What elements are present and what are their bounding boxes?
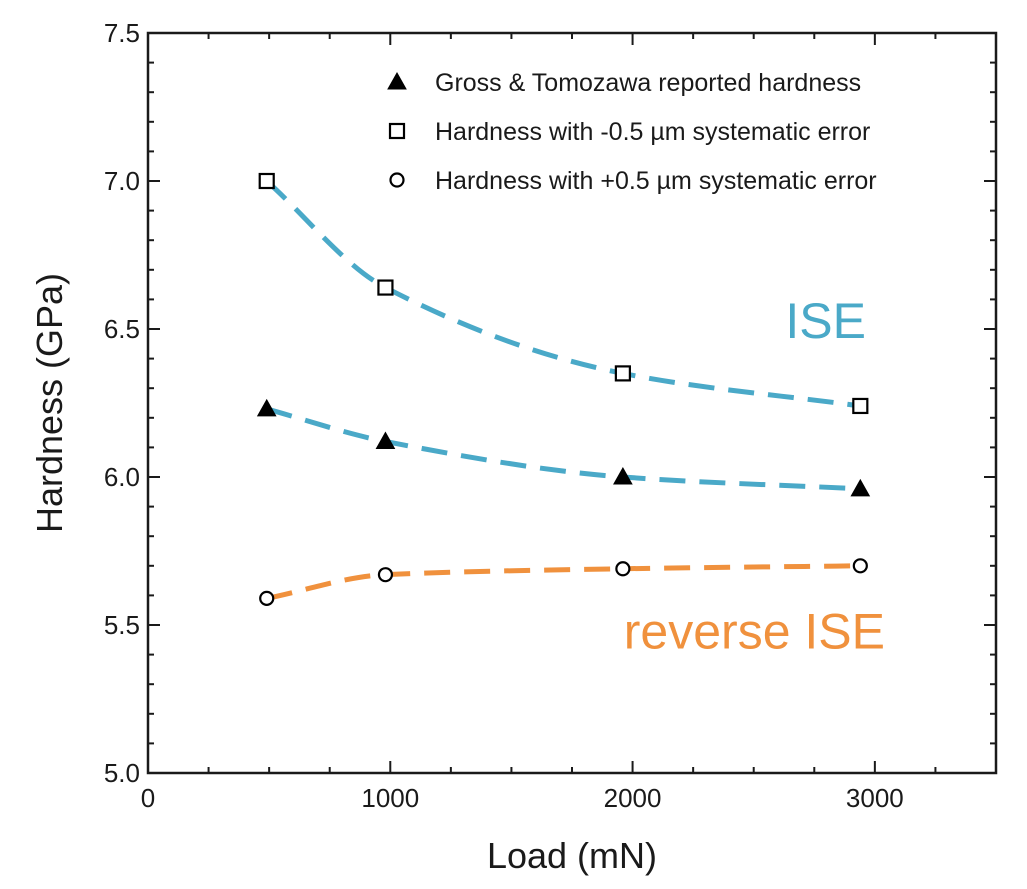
axis-ticks: 0 1000 2000 3000 5.0 5.5 6.0 6.5 7.0 7.5 — [104, 18, 997, 813]
fit-curve — [266, 563, 861, 601]
x-tick-label: 2000 — [604, 783, 662, 813]
data-point-circle — [852, 558, 868, 574]
y-tick-label: 5.0 — [104, 758, 140, 788]
x-tick-label: 1000 — [361, 783, 419, 813]
data-point-square — [258, 172, 275, 190]
data-point-square — [377, 279, 394, 296]
x-tick-label: 3000 — [846, 783, 904, 813]
data-point-triangle — [613, 466, 633, 485]
legend-label: Hardness with -0.5 µm systematic error — [435, 118, 870, 146]
y-tick-label: 7.5 — [104, 18, 140, 48]
y-tick-label: 6.0 — [104, 462, 140, 492]
legend-marker-circle — [389, 172, 405, 188]
legend-label: Gross & Tomozawa reported hardness — [435, 69, 861, 97]
data-point-circle — [377, 567, 394, 583]
data-point-triangle — [256, 398, 277, 417]
legend: Gross & Tomozawa reported hardness Hardne… — [387, 69, 877, 195]
fit-curve — [266, 406, 861, 492]
data-point-circle — [615, 561, 631, 577]
x-tick-label: 0 — [141, 783, 155, 813]
y-tick-label: 6.5 — [104, 314, 140, 344]
data-point-square — [614, 365, 631, 382]
data-point-triangle — [375, 431, 396, 449]
y-tick-label: 7.0 — [104, 166, 140, 196]
annotation-label: ISE — [785, 293, 866, 349]
legend-marker-square — [388, 122, 406, 140]
legend-label: Hardness with +0.5 µm systematic error — [435, 167, 877, 195]
data-point-circle — [259, 590, 275, 606]
annotation-label: reverse ISE — [624, 604, 885, 660]
data-points — [256, 172, 871, 606]
legend-marker-triangle — [387, 71, 407, 90]
x-axis-title: Load (mN) — [487, 835, 657, 876]
fit-curves — [265, 179, 861, 601]
fit-curve — [265, 179, 861, 409]
data-point-square — [852, 397, 869, 415]
data-point-triangle — [850, 478, 871, 497]
annotations: ISE reverse ISE — [624, 293, 885, 660]
y-axis-title: Hardness (GPa) — [29, 273, 70, 533]
y-tick-label: 5.5 — [104, 610, 140, 640]
